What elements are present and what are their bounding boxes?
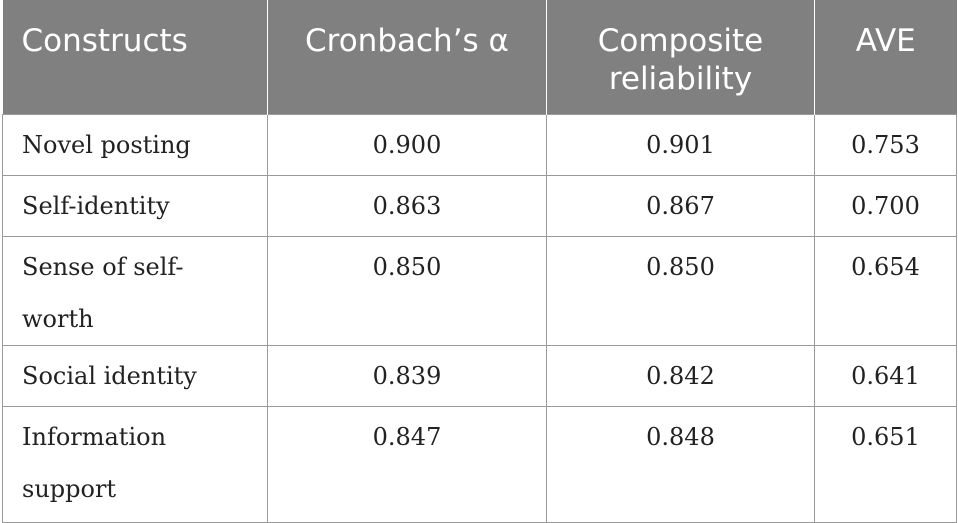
- cell-ave: 0.641: [814, 344, 957, 407]
- header-cronbach-label: Cronbach’s α: [305, 23, 509, 59]
- table-row: Sense of self-worth 0.850 0.850 0.654: [2, 235, 957, 346]
- header-cronbach-alpha: Cronbach’s α: [267, 0, 547, 114]
- cell-ave: 0.753: [814, 113, 957, 176]
- table-header: Constructs Cronbach’s α Composite reliab…: [2, 0, 957, 114]
- cell-cronbach: 0.839: [267, 344, 547, 407]
- header-constructs-label: Constructs: [21, 23, 188, 59]
- cell-construct: Social identity: [2, 344, 268, 407]
- cell-ave: 0.700: [814, 174, 957, 237]
- header-ave: AVE: [814, 0, 957, 114]
- cell-composite: 0.867: [546, 174, 815, 237]
- cell-cronbach: 0.900: [267, 113, 547, 176]
- cell-construct: Self-identity: [2, 174, 268, 237]
- table-body: Novel posting 0.900 0.901 0.753 Self-ide…: [2, 113, 957, 523]
- cell-ave: 0.654: [814, 235, 957, 346]
- table-row: Social identity 0.839 0.842 0.641: [2, 344, 957, 407]
- header-ave-label: AVE: [855, 23, 916, 59]
- table-row: Information support 0.847 0.848 0.651: [2, 405, 957, 523]
- cell-composite: 0.848: [546, 405, 815, 523]
- cell-construct: Information support: [2, 405, 268, 523]
- header-constructs: Constructs: [2, 0, 268, 114]
- cell-construct: Novel posting: [2, 113, 268, 176]
- cell-construct: Sense of self-worth: [2, 235, 268, 346]
- header-composite-reliability: Composite reliability: [546, 0, 815, 114]
- cell-cronbach: 0.863: [267, 174, 547, 237]
- cell-composite: 0.850: [546, 235, 815, 346]
- table-row: Novel posting 0.900 0.901 0.753: [2, 113, 957, 176]
- cell-cronbach: 0.850: [267, 235, 547, 346]
- cell-cronbach: 0.847: [267, 405, 547, 523]
- table-row: Self-identity 0.863 0.867 0.700: [2, 174, 957, 237]
- cell-ave: 0.651: [814, 405, 957, 523]
- cell-composite: 0.901: [546, 113, 815, 176]
- header-composite-label: Composite reliability: [597, 23, 764, 97]
- cell-composite: 0.842: [546, 344, 815, 407]
- header-row: Constructs Cronbach’s α Composite reliab…: [2, 0, 957, 114]
